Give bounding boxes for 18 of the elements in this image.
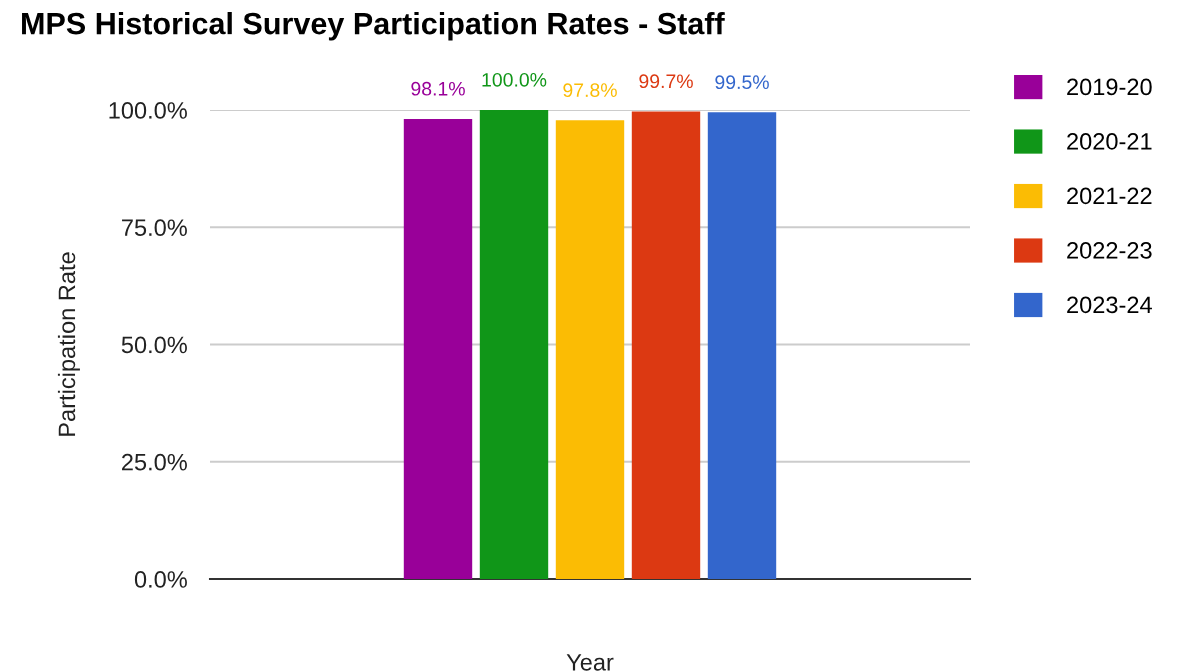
- y-tick-label: 25.0%: [122, 453, 187, 471]
- legend-label: 2022-23: [1067, 242, 1152, 259]
- x-axis-title: Year: [566, 654, 614, 671]
- y-tick-label: 50.0%: [121, 336, 187, 354]
- y-tick-label: 75.0%: [122, 219, 187, 237]
- chart-title: MPS Historical Survey Participation Rates - Staff: [22, 12, 725, 41]
- data-label: 97.8%: [563, 83, 617, 98]
- data-label: 99.5%: [715, 75, 769, 90]
- legend-label: 2019-20: [1067, 78, 1152, 96]
- data-label: 99.7%: [639, 74, 693, 89]
- data-label: 100.0%: [482, 72, 547, 87]
- legend-label: 2020-21: [1067, 133, 1152, 150]
- y-tick-label: 0.0%: [134, 571, 187, 588]
- data-label: 98.1%: [411, 81, 465, 96]
- legend-label: 2023-24: [1067, 296, 1152, 314]
- legend-label: 2021-22: [1067, 187, 1152, 205]
- y-tick-label: 100.0%: [109, 102, 187, 119]
- y-axis-title: Participation Rate: [57, 252, 80, 436]
